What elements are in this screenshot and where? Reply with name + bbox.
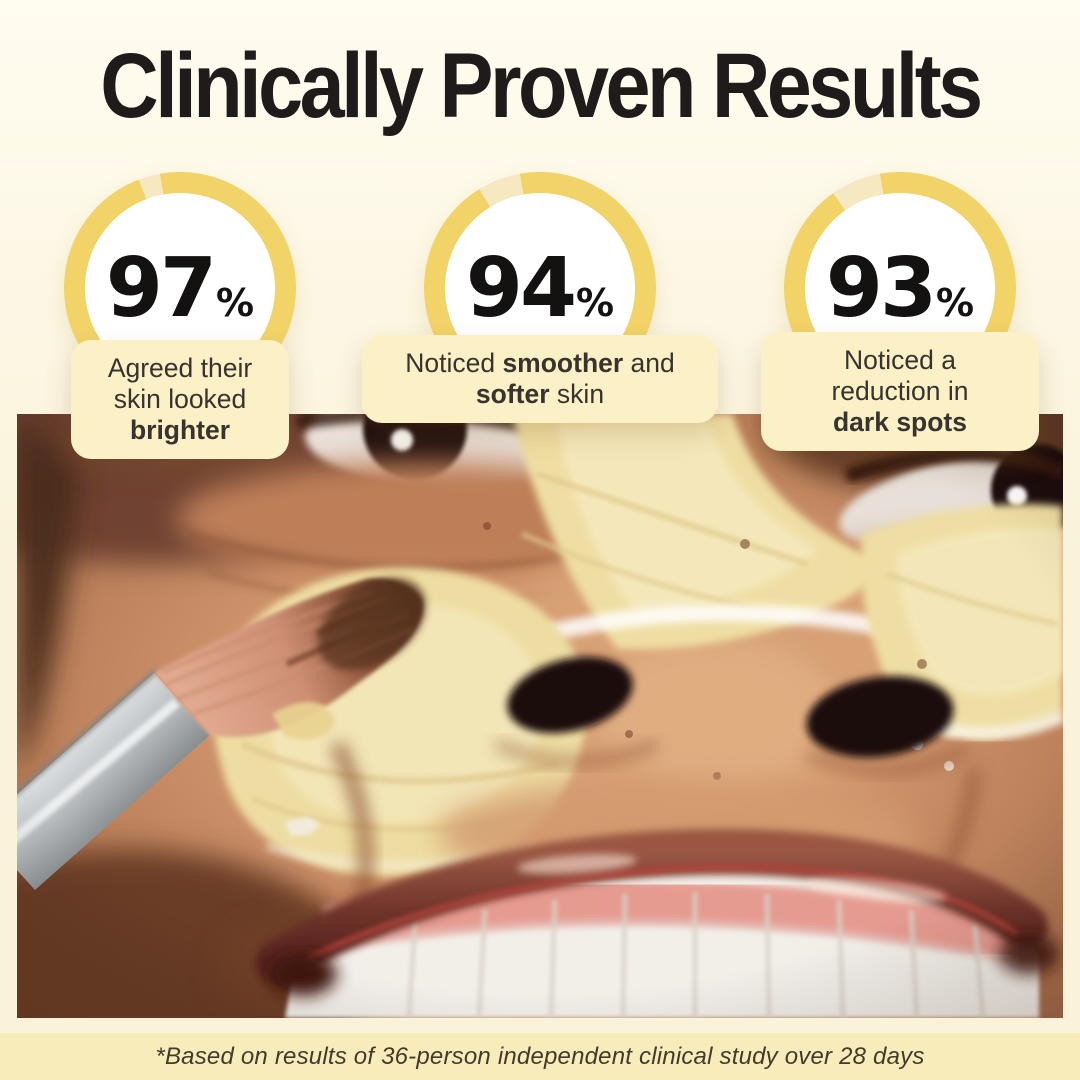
stat-brighter: 97 % Agreed their skin looked brighter <box>0 172 360 482</box>
percent-sign: % <box>936 280 975 325</box>
stat-value: 97 <box>105 240 217 336</box>
footnote-bar: *Based on results of 36-person independe… <box>0 1033 1080 1080</box>
stat-number: 97 % <box>106 241 254 336</box>
stat-value: 93 <box>825 240 937 336</box>
stat-card-brighter: Agreed their skin looked brighter <box>71 340 289 459</box>
stat-smoother: 94 % Noticed smoother and softer skin <box>360 172 720 482</box>
stat-dark-spots: 93 % Noticed a reduction in dark spots <box>720 172 1080 482</box>
stat-value: 94 <box>465 240 577 336</box>
page-title: Clinically Proven Results <box>100 35 983 137</box>
percent-sign: % <box>576 280 615 325</box>
stat-card-smoother: Noticed smoother and softer skin <box>362 335 718 423</box>
stat-card-dark-spots: Noticed a reduction in dark spots <box>761 332 1039 451</box>
face-photo <box>17 414 1063 1018</box>
stat-number: 93 % <box>826 241 974 336</box>
percent-sign: % <box>216 280 255 325</box>
stat-number: 94 % <box>466 241 614 336</box>
face-photo-illustration <box>17 414 1063 1018</box>
footnote-text: *Based on results of 36-person independe… <box>155 1042 925 1070</box>
stats-row: 97 % Agreed their skin looked brighter 9… <box>0 172 1080 482</box>
